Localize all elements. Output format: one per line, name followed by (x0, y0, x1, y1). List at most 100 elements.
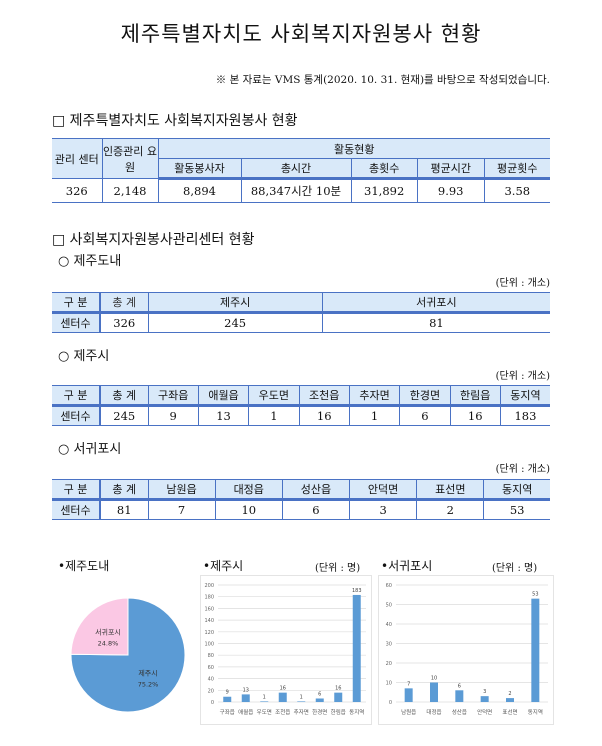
cell-jeju-value: 1 (348, 405, 401, 426)
unit-label: (단위 : 개소) (495, 464, 550, 475)
bar (455, 690, 464, 702)
y-tick-label: 0 (389, 700, 392, 706)
y-tick-label: 200 (204, 583, 214, 589)
x-tick-label: 구좌읍 (220, 708, 235, 716)
province-pie-chart: 제주시 75.2% 서귀포시 24.8% (70, 597, 186, 713)
header-jeju-col: 구좌읍 (147, 385, 199, 407)
x-tick-label: 남원읍 (401, 708, 416, 716)
y-tick-label: 50 (386, 603, 392, 609)
unit-label: (단위 : 개소) (495, 278, 550, 289)
bar (297, 701, 306, 702)
header-seogwipo-col: 안덕면 (349, 479, 418, 501)
header-staff: 인증관리 요원 (101, 138, 159, 179)
cell-total: 326 (99, 312, 149, 333)
header-center: 관리 센터 (52, 138, 103, 179)
bar (334, 692, 343, 702)
header-category: 구 분 (52, 479, 101, 501)
cell-province-value: 245 (147, 312, 323, 333)
header-jeju-col: 조천읍 (298, 385, 350, 407)
cell-seogwipo-value: 53 (483, 499, 550, 520)
cell-seogwipo-value: 3 (349, 499, 418, 520)
header-avg-time: 평균시간 (416, 158, 485, 180)
unit-label: (단위 : 개소) (495, 371, 550, 382)
header-volunteers: 활동봉사자 (158, 158, 242, 180)
header-seogwipo-col: 동지역 (483, 479, 550, 501)
seogwipo-bar-chart: 0 10 20 30 40 50 60 7 남원읍 10 대정읍 6 성산읍 3 안덕면 2 표선면 53 동지역 (378, 575, 554, 725)
pie-percent: 75.2% (138, 680, 159, 688)
subheading-seogwipo: ○ 서귀포시 (58, 442, 122, 457)
header-seogwipo-col: 대정읍 (214, 479, 283, 501)
bar-value-label: 53 (532, 592, 538, 598)
status-table: 관리 센터 인증관리 요원 활동현황 활동봉사자 총시간 총횟수 평균시간 평균횟수 326… (52, 138, 550, 203)
x-tick-label: 조천읍 (275, 708, 290, 716)
cell-jeju-value: 183 (499, 405, 550, 426)
y-tick-label: 100 (204, 642, 214, 648)
cell-jeju-value: 1 (248, 405, 300, 426)
x-tick-label: 안덕면 (477, 708, 492, 716)
subheading-province: ○ 제주도내 (58, 254, 122, 269)
y-tick-label: 80 (208, 653, 214, 659)
cell-center: 326 (52, 178, 103, 203)
y-tick-label: 60 (386, 583, 392, 589)
cell-jeju-value: 16 (298, 405, 350, 426)
pie-label: 제주시 (138, 669, 157, 677)
header-jeju-col: 동지역 (499, 385, 550, 407)
x-tick-label: 동지역 (349, 708, 364, 716)
bar (506, 698, 514, 702)
y-tick-label: 10 (386, 681, 392, 687)
bar (223, 696, 232, 702)
row-label: 센터수 (52, 499, 101, 520)
cell-volunteers: 8,894 (157, 178, 242, 203)
cell-avg-time: 9.93 (416, 178, 485, 203)
row-label: 센터수 (52, 312, 101, 333)
jeju-bar-chart: 0 20 40 60 80 100 120 140 160 180 200 9 구좌읍 13 애월읍 1 우도면… (200, 575, 372, 725)
subheading-jeju: ○ 제주시 (58, 349, 110, 364)
header-total: 총 계 (99, 292, 149, 314)
bar-value-label: 1 (263, 694, 266, 700)
cell-total-time: 88,347시간 10분 (240, 178, 352, 203)
bar (430, 682, 438, 702)
y-tick-label: 20 (386, 661, 392, 667)
cell-total: 81 (99, 499, 149, 520)
cell-seogwipo-value: 7 (147, 499, 216, 520)
bar (404, 688, 413, 702)
cell-staff: 2,148 (101, 178, 159, 203)
cell-total: 245 (99, 405, 149, 426)
chart-unit-jeju: (단위 : 명) (315, 563, 361, 574)
bar (531, 598, 540, 702)
pie-label: 서귀포시 (95, 628, 121, 637)
header-seogwipo-col: 성산읍 (281, 479, 351, 501)
bar-value-label: 9 (226, 690, 229, 696)
x-tick-label: 성산읍 (452, 708, 467, 716)
bar-value-label: 2 (508, 691, 511, 697)
header-seogwipo-col: 표선면 (416, 479, 485, 501)
bar (480, 696, 489, 702)
section-heading-centers: □ 사회복지자원봉사관리센터 현황 (52, 232, 255, 248)
cell-jeju-value: 16 (449, 405, 501, 426)
cell-jeju-value: 9 (147, 405, 199, 426)
header-category: 구 분 (52, 292, 101, 314)
x-tick-label: 한경면 (312, 708, 327, 716)
bar-value-label: 16 (280, 686, 286, 692)
bar (260, 701, 269, 702)
source-note: ※ 본 자료는 VMS 통계(2020. 10. 31. 현재)를 바탕으로 작… (215, 74, 550, 86)
cell-seogwipo-value: 2 (416, 499, 485, 520)
y-tick-label: 60 (208, 665, 214, 671)
x-tick-label: 표선면 (502, 708, 517, 716)
x-tick-label: 동지역 (528, 708, 543, 716)
header-province-col: 서귀포시 (321, 292, 550, 314)
bar (315, 698, 324, 702)
x-tick-label: 애월읍 (238, 708, 253, 716)
cell-seogwipo-value: 6 (281, 499, 351, 520)
y-tick-label: 140 (204, 618, 214, 624)
header-jeju-col: 한경면 (399, 385, 451, 407)
bar-value-label: 183 (352, 588, 362, 594)
pie-slice (70, 597, 186, 713)
cell-jeju-value: 6 (399, 405, 451, 426)
chart-title-province: •제주도내 (58, 559, 110, 573)
y-tick-label: 120 (204, 630, 214, 636)
header-total: 총 계 (99, 385, 149, 407)
header-jeju-col: 한림읍 (449, 385, 501, 407)
